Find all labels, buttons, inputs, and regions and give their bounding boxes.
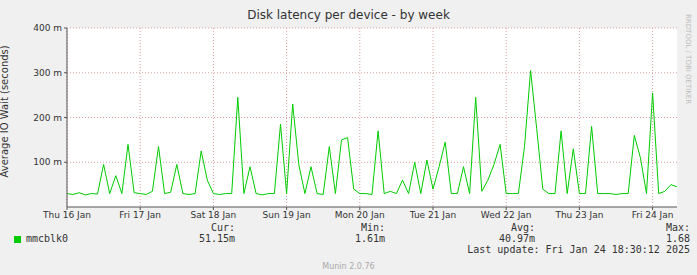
svg-text:Fri 17 Jan: Fri 17 Jan [119,210,161,220]
html-text:Cur:: Cur: [210,222,235,233]
svg-text:Thu 16 Jan: Thu 16 Jan [42,210,91,220]
svg-text:Tue 21 Jan: Tue 21 Jan [409,210,456,220]
svg-text:200 m: 200 m [33,113,62,123]
svg-text:400 m: 400 m [33,23,62,33]
svg-text:Sat 18 Jan: Sat 18 Jan [190,210,236,220]
html-text:RRDTOOL / TOBI OETIKER: RRDTOOL / TOBI OETIKER [684,14,692,105]
html-text:40.97m: 40.97m [498,233,535,244]
html-text:Min:: Min: [360,222,385,233]
svg-text:Sun 19 Jan: Sun 19 Jan [263,210,311,220]
html-text:1.61m: 1.61m [354,233,385,244]
svg-text:Average IO Wait (seconds): Average IO Wait (seconds) [0,45,10,177]
svg-text:Thu 23 Jan: Thu 23 Jan [554,210,603,220]
html-text:Last update: Fri Jan 24 18:30:: Last update: Fri Jan 24 18:30:12 2025 [467,244,690,255]
svg-text:Mon 20 Jan: Mon 20 Jan [335,210,385,220]
svg-text:Wed 22 Jan: Wed 22 Jan [481,210,532,220]
html-text:Munin 2.0.76: Munin 2.0.76 [322,262,375,271]
svg-text:100 m: 100 m [33,157,62,167]
html-text:1.68: 1.68 [665,233,690,244]
svg-text:300 m: 300 m [33,68,62,78]
svg-text:Fri 24 Jan: Fri 24 Jan [632,210,674,220]
html-text:51.15m: 51.15m [198,233,235,244]
html-text:mmcblk0: mmcblk0 [26,233,69,244]
html-text:Max:: Max: [665,222,690,233]
html-text:Disk latency per device - by w: Disk latency per device - by week [247,8,450,22]
html-text:Avg:: Avg: [510,222,535,233]
